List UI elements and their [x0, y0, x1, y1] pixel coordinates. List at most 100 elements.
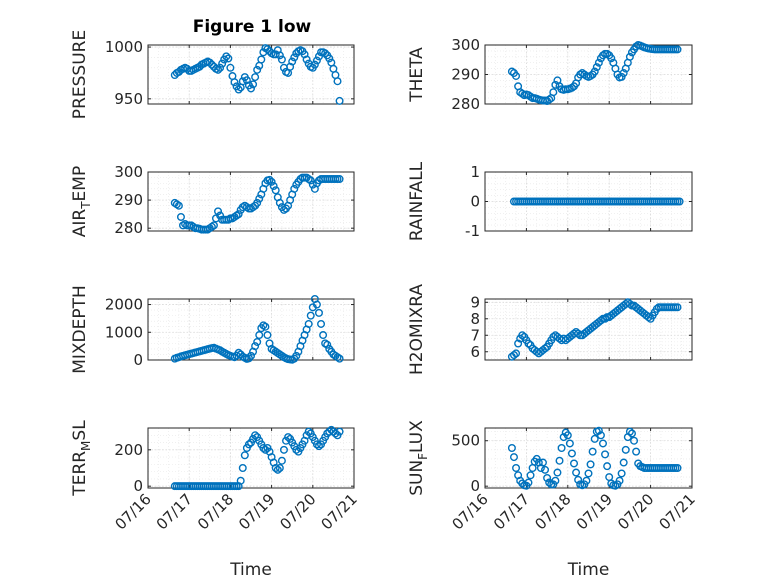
- data-point: [292, 445, 301, 454]
- data-point: [582, 476, 591, 485]
- y-axis-label: SUNFLUX: [407, 420, 430, 496]
- data-point: [261, 445, 270, 454]
- data-point: [630, 436, 639, 445]
- data-point: [226, 63, 235, 72]
- y-tick-label: 8: [470, 310, 480, 328]
- data-point: [216, 63, 225, 72]
- subplot-air-temp: 280 290 300 AIRTEMP: [70, 163, 355, 237]
- data-point: [331, 429, 340, 438]
- data-point: [249, 80, 258, 89]
- y-tick-label: 300: [451, 36, 480, 54]
- data-point: [308, 180, 317, 189]
- data-point: [273, 465, 282, 474]
- data-point: [538, 458, 547, 467]
- data-point: [319, 331, 328, 340]
- data-point: [271, 186, 280, 195]
- data-point: [592, 63, 601, 72]
- data-point: [271, 464, 280, 473]
- y-tick-label: 6: [470, 343, 480, 361]
- figure-title: Figure 1 low: [193, 17, 312, 37]
- y-tick-label: 0: [133, 477, 143, 495]
- data-point: [551, 80, 560, 89]
- data-point: [584, 469, 593, 478]
- data-point: [214, 65, 223, 74]
- data-point: [240, 451, 249, 460]
- data-point: [675, 197, 684, 206]
- data-point: [251, 73, 260, 82]
- data-point: [277, 456, 286, 465]
- y-tick-label: 500: [451, 432, 480, 450]
- data-point: [304, 427, 313, 436]
- y-tick-label: 1000: [105, 323, 143, 341]
- data-point: [251, 431, 260, 440]
- data-point: [512, 71, 521, 80]
- data-point: [590, 434, 599, 443]
- data-point: [673, 45, 682, 54]
- subplot-rainfall: -1 0 1 RAINFALL: [407, 161, 693, 241]
- data-point: [314, 442, 323, 451]
- data-point: [335, 96, 344, 105]
- y-tick-label: 0: [470, 477, 480, 495]
- y-tick-label: 290: [114, 191, 143, 209]
- data-point: [526, 471, 535, 480]
- data-point: [335, 427, 344, 436]
- data-point: [514, 339, 523, 348]
- data-point: [586, 460, 595, 469]
- data-point: [238, 77, 247, 86]
- data-point: [302, 55, 311, 64]
- subplot-pressure: 950 1000 PRESSURE: [70, 30, 355, 119]
- data-point: [594, 58, 603, 67]
- data-point: [312, 440, 321, 449]
- data-point: [541, 465, 550, 474]
- data-point: [306, 311, 315, 320]
- plot-frame: [147, 44, 355, 105]
- data-point: [255, 331, 264, 340]
- data-point: [290, 184, 299, 193]
- data-point: [284, 433, 293, 442]
- y-axis-label: THETA: [407, 47, 427, 103]
- data-point: [310, 60, 319, 69]
- data-point: [277, 55, 286, 64]
- y-axis-label: AIRTEMP: [70, 166, 93, 237]
- data-point: [314, 308, 323, 317]
- data-point: [257, 55, 266, 64]
- data-point: [253, 198, 262, 207]
- data-point: [551, 476, 560, 485]
- subplot-mixdepth: 0 1000 2000 MIXDEPTH: [70, 285, 355, 374]
- data-point: [557, 444, 566, 453]
- data-point: [312, 56, 321, 65]
- y-tick-label: 200: [114, 441, 143, 459]
- y-tick-label: 9: [470, 293, 480, 311]
- data-point: [246, 351, 255, 360]
- y-axis-label: TERRMSL: [70, 420, 93, 497]
- data-point: [574, 475, 583, 484]
- data-point: [601, 450, 610, 459]
- data-point: [176, 212, 185, 221]
- data-point: [230, 78, 239, 87]
- data-point: [673, 464, 682, 473]
- data-point: [512, 464, 521, 473]
- data-point: [596, 431, 605, 440]
- data-point: [288, 57, 297, 66]
- data-point: [625, 427, 634, 436]
- data-point: [572, 468, 581, 477]
- data-point: [541, 344, 550, 353]
- data-point: [335, 175, 344, 184]
- data-point: [267, 177, 276, 186]
- data-point: [673, 303, 682, 312]
- data-point: [271, 50, 280, 59]
- data-point: [507, 444, 516, 453]
- data-point: [553, 468, 562, 477]
- y-tick-label: 2000: [105, 296, 143, 314]
- y-tick-label: 300: [114, 163, 143, 181]
- data-point: [625, 52, 634, 61]
- data-point: [261, 322, 270, 331]
- data-point: [567, 449, 576, 458]
- data-point: [265, 175, 274, 184]
- data-point: [275, 464, 284, 473]
- data-point: [275, 51, 284, 60]
- y-tick-label: 7: [470, 326, 480, 344]
- y-tick-label: 290: [451, 66, 480, 84]
